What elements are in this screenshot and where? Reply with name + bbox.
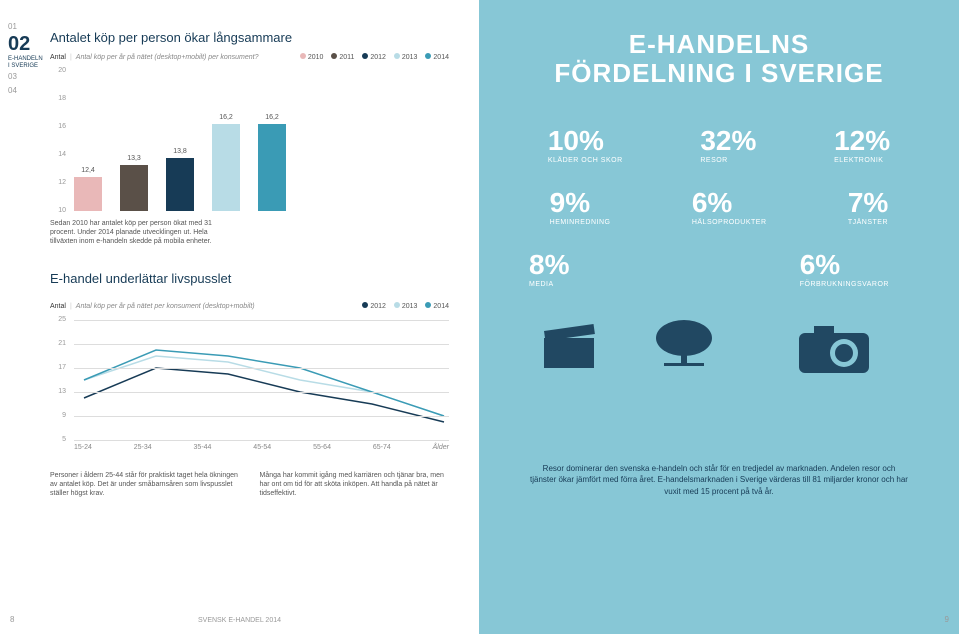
- y-tick: 16: [58, 123, 66, 130]
- legend-item: 2010: [300, 53, 324, 61]
- nav-sub: E-HANDELNI SVERIGE: [8, 56, 43, 69]
- nav-item: 01: [8, 20, 43, 34]
- legend-item: 2014: [425, 302, 449, 310]
- x-axis: 15-24 25-34 35-44 45-54 55-64 65-74 Ålder: [50, 444, 449, 451]
- stat: 7%TJÄNSTER: [848, 189, 888, 226]
- x-tick: 15-24: [74, 444, 92, 451]
- stat: 9%HEMINREDNING: [550, 189, 611, 226]
- chart-legend: 2012 2013 2014: [362, 302, 449, 310]
- legend-item: 2013: [394, 53, 418, 61]
- x-tick: 45-54: [253, 444, 271, 451]
- gridline: [74, 392, 449, 393]
- stat-row: 9%HEMINREDNING 6%HÄLSOPRODUKTER 7%TJÄNSTER: [509, 189, 929, 226]
- chart-title: Antalet köp per person ökar långsammare: [50, 30, 449, 45]
- camera-icon: [789, 318, 879, 378]
- y-tick: 20: [58, 67, 66, 74]
- nav-item: 03: [8, 70, 43, 84]
- chair-icon: [649, 313, 719, 373]
- stat: 6%FÖRBRUKNINGSVAROR: [800, 251, 889, 288]
- y-tick: 18: [58, 95, 66, 102]
- chart-note: Sedan 2010 har antalet köp per person ök…: [50, 219, 230, 246]
- clapper-icon: [539, 323, 599, 373]
- y-tick: 21: [58, 340, 66, 347]
- y-tick: 13: [58, 388, 66, 395]
- gridline: [74, 416, 449, 417]
- gridline: [74, 344, 449, 345]
- y-tick: 5: [62, 436, 66, 443]
- right-page: E-HANDELNSFÖRDELNING I SVERIGE 10%KLÄDER…: [479, 0, 959, 634]
- chart-subtitle: Antal | Antal köp per år på nätet (deskt…: [50, 54, 258, 61]
- stat: 12%ELEKTRONIK: [834, 127, 890, 164]
- side-nav: 01 02 E-HANDELNI SVERIGE 03 04: [8, 20, 43, 98]
- line-series: [84, 368, 444, 422]
- gridline: [74, 368, 449, 369]
- footer: SVENSK E-HANDEL 2014: [198, 617, 281, 624]
- chart-plot: 201816141210 12,413,313,816,216,2: [50, 71, 449, 211]
- legend-item: 2011: [331, 53, 354, 61]
- x-tick: 25-34: [134, 444, 152, 451]
- x-tick: 65-74: [373, 444, 391, 451]
- chart-legend: 2010 2011 2012 2013 2014: [300, 53, 449, 61]
- stat: 8%MEDIA: [529, 251, 569, 288]
- x-tick: 55-64: [313, 444, 331, 451]
- text-col: Personer i åldern 25-44 står för praktis…: [50, 471, 240, 498]
- legend-item: 2014: [425, 53, 449, 61]
- page-number: 9: [945, 615, 949, 624]
- legend-item: 2013: [394, 302, 418, 310]
- legend-item: 2012: [362, 53, 386, 61]
- chart-plot: 2521171395: [50, 320, 449, 440]
- x-tick: 35-44: [194, 444, 212, 451]
- nav-item: 04: [8, 84, 43, 98]
- summary-text: Resor dominerar den svenska e-handeln oc…: [509, 463, 929, 497]
- y-tick: 14: [58, 151, 66, 158]
- stat: 32%RESOR: [700, 127, 756, 164]
- gridline: [74, 320, 449, 321]
- chart-title: E-handel underlättar livspusslet: [50, 271, 231, 286]
- y-tick: 17: [58, 364, 66, 371]
- page-number: 8: [10, 615, 14, 624]
- bottom-text: Personer i åldern 25-44 står för praktis…: [50, 471, 449, 498]
- text-col: Många har kommit igång med karriären och…: [260, 471, 450, 498]
- bar: 13,8: [166, 158, 194, 211]
- nav-current: 02: [8, 34, 43, 54]
- bar: 16,2: [212, 124, 240, 211]
- y-tick: 12: [58, 179, 66, 186]
- line-series: [84, 356, 444, 416]
- bar: 13,3: [120, 165, 148, 211]
- y-tick: 10: [58, 207, 66, 214]
- decorative-icons: [509, 313, 929, 433]
- chart-subtitle: Antal | Antal köp per år på nätet per ko…: [50, 303, 255, 310]
- left-page: 01 02 E-HANDELNI SVERIGE 03 04 Antalet k…: [0, 0, 479, 634]
- line-series: [74, 320, 454, 440]
- stat: 10%KLÄDER OCH SKOR: [548, 127, 623, 164]
- y-tick: 25: [58, 316, 66, 323]
- stat-row: 10%KLÄDER OCH SKOR 32%RESOR 12%ELEKTRONIK: [509, 127, 929, 164]
- bar: 12,4: [74, 177, 102, 211]
- stat-row: 8%MEDIA 6%FÖRBRUKNINGSVAROR: [509, 251, 929, 288]
- stats-grid: 10%KLÄDER OCH SKOR 32%RESOR 12%ELEKTRONIK 9…: [509, 127, 929, 288]
- legend-item: 2012: [362, 302, 386, 310]
- bar: 16,2: [258, 124, 286, 211]
- x-tick: Ålder: [433, 444, 449, 451]
- y-tick: 9: [62, 412, 66, 419]
- gridline: [74, 440, 449, 441]
- bar-chart: Antalet köp per person ökar långsammare …: [50, 30, 449, 246]
- stat: 6%HÄLSOPRODUKTER: [692, 189, 767, 226]
- line-chart: E-handel underlättar livspusslet Antal |…: [50, 271, 449, 451]
- page-title: E-HANDELNSFÖRDELNING I SVERIGE: [509, 30, 929, 87]
